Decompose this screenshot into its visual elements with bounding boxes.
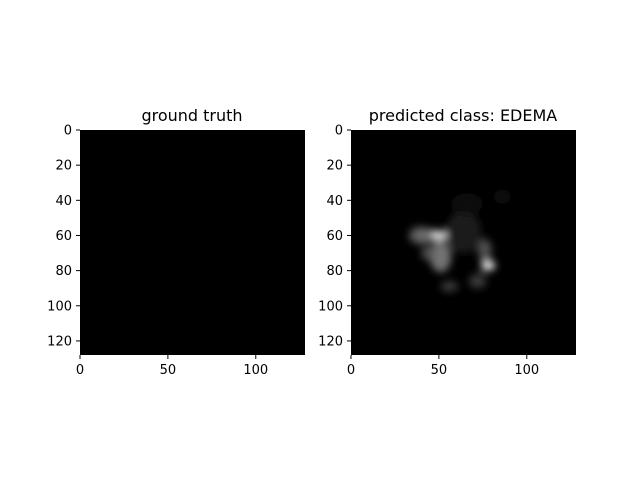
- y-tick-label: 120: [318, 334, 343, 349]
- y-tick-label: 80: [55, 264, 72, 279]
- heatmap-blob: [477, 238, 492, 261]
- x-tick-label: 50: [160, 363, 177, 378]
- y-tick-label: 80: [326, 264, 343, 279]
- panel-title: predicted class: EDEMA: [369, 106, 558, 125]
- y-tick-label: 0: [335, 124, 343, 139]
- y-tick-label: 40: [55, 194, 72, 209]
- panel-ground-truth: ground truth 0 50 100 0 20 40 60 80 100 120: [47, 106, 305, 378]
- heatmap-blobs: [409, 189, 511, 292]
- y-tick-label: 20: [326, 159, 343, 174]
- heatmap-blob: [409, 226, 434, 245]
- y-tick-label: 60: [55, 229, 72, 244]
- y-tick-label: 120: [47, 334, 72, 349]
- y-tick-label: 60: [326, 229, 343, 244]
- heatmap-blob: [440, 281, 459, 292]
- panel-prediction: predicted class: EDEMA 0 50 100 0 20 40 60 80 10…: [318, 106, 576, 378]
- heatmap-blob: [421, 246, 436, 261]
- panel-title: ground truth: [141, 106, 242, 125]
- y-tick-label: 100: [47, 299, 72, 314]
- heatmap-blob: [451, 193, 483, 215]
- x-tick-label: 0: [347, 363, 355, 378]
- axes: 0 50 100 0 20 40 60 80 100 120: [47, 124, 268, 379]
- heatmap-blob: [468, 274, 487, 289]
- x-tick-label: 100: [243, 363, 268, 378]
- y-tick-label: 20: [55, 159, 72, 174]
- heatmap-blob: [445, 210, 482, 254]
- x-tick-label: 100: [514, 363, 539, 378]
- y-tick-label: 40: [326, 194, 343, 209]
- heatmap-blob: [481, 260, 496, 271]
- heatmap-image: [80, 130, 305, 355]
- heatmap-blob: [430, 240, 452, 273]
- y-tick-label: 100: [318, 299, 343, 314]
- x-tick-label: 0: [76, 363, 84, 378]
- x-tick-label: 50: [431, 363, 448, 378]
- axes: 0 50 100 0 20 40 60 80 100 120: [318, 124, 539, 379]
- y-tick-label: 0: [64, 124, 72, 139]
- heatmap-blob: [493, 189, 511, 204]
